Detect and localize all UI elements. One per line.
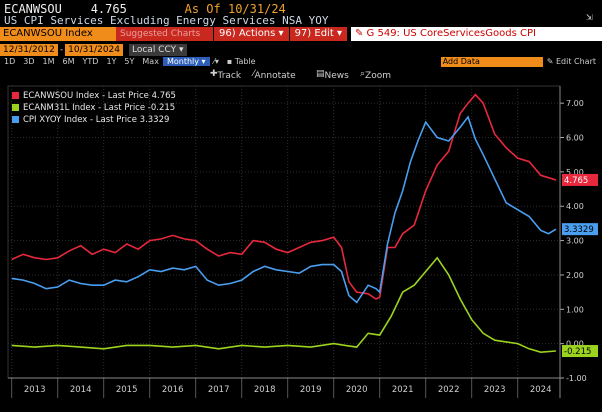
last-value-text: 3.3329 xyxy=(564,225,594,235)
last-value-tags: 4.765 -0.215 3.3329 xyxy=(562,173,598,358)
period-1m[interactable]: 1M xyxy=(42,57,55,66)
suggested-charts-button[interactable]: Suggested Charts xyxy=(116,27,213,41)
currency-select[interactable]: Local CCY ▾ xyxy=(129,43,187,56)
series-line xyxy=(11,256,556,354)
legend-label: ECANWSOU Index - Last Price 4.765 xyxy=(23,91,176,101)
table-label: Table xyxy=(234,57,256,66)
x-tick-label: 2017 xyxy=(208,385,230,395)
chart-title-bar[interactable]: ✎ G 549: US CoreServicesGoods CPI xyxy=(350,27,602,41)
legend-label: CPI XYOY Index - Last Price 3.3329 xyxy=(23,115,169,125)
edit-chart-button[interactable]: ✎ Edit Chart xyxy=(546,57,596,66)
edit-menu[interactable]: 97) Edit ▾ xyxy=(288,27,347,41)
last-value-tag xyxy=(562,173,598,186)
period-6m[interactable]: 6M xyxy=(62,57,75,66)
edit-key: 97) xyxy=(294,28,312,39)
period-max[interactable]: Max xyxy=(142,57,159,66)
legend-swatch xyxy=(12,104,19,111)
period-3d[interactable]: 3D xyxy=(23,57,35,66)
date-range-bar: 12/31/2012 - 10/31/2024 Local CCY ▾ xyxy=(0,43,602,56)
edit-chart-label: Edit Chart xyxy=(555,57,596,66)
actions-menu[interactable]: 96) Actions ▾ xyxy=(213,27,289,41)
plot-area xyxy=(7,85,561,379)
x-tick-label: 2020 xyxy=(346,385,368,395)
last-price: 4.765 xyxy=(90,2,127,16)
export-icon[interactable]: ⇲ xyxy=(586,10,593,23)
start-date-field[interactable]: 12/31/2012 xyxy=(0,43,58,56)
series-line xyxy=(11,93,557,300)
x-tick-label: 2021 xyxy=(392,385,414,395)
range-separator: - xyxy=(59,44,64,55)
chart-grid xyxy=(7,85,561,379)
frequency-select[interactable]: Monthly ▾ xyxy=(162,57,210,66)
security-field[interactable]: ECANWSOU Index xyxy=(0,27,116,41)
y-tick-label: -1.00 xyxy=(566,374,587,383)
actions-label: Actions xyxy=(238,28,276,39)
x-tick-label: 2013 xyxy=(24,385,46,395)
chart-lines xyxy=(11,93,557,354)
period-bar: 1D 3D 1M 6M YTD 1Y 5Y Max Monthly ▾ ⁄▾ ▪… xyxy=(0,56,602,67)
chart-title: G 549: US CoreServicesGoods CPI xyxy=(366,28,536,39)
legend-label: ECANM31L Index - Last Price -0.215 xyxy=(23,103,175,113)
table-button[interactable]: ▪ Table xyxy=(226,57,256,66)
y-tick-label: 3.00 xyxy=(566,237,584,246)
line-style-icon[interactable]: ⁄▾ xyxy=(213,57,219,66)
x-tick-label: 2024 xyxy=(530,385,552,395)
x-tick-label: 2023 xyxy=(484,385,506,395)
actions-key: 96) xyxy=(219,28,236,39)
y-tick-label: 4.00 xyxy=(566,202,584,211)
annotate-label: Annotate xyxy=(254,71,296,81)
last-value-tag xyxy=(562,223,598,236)
legend-swatch xyxy=(12,92,19,99)
period-ytd[interactable]: YTD xyxy=(82,57,99,66)
y-tick-label: 0.00 xyxy=(566,340,584,349)
header-line: ECANWSOU 4.765 As Of 10/31/24 xyxy=(4,2,286,16)
legend-swatch xyxy=(12,116,19,123)
y-tick-label: 6.00 xyxy=(566,134,584,143)
y-tick-label: 2.00 xyxy=(566,271,584,280)
command-bar: ECANWSOU Index Suggested Charts 96) Acti… xyxy=(0,27,602,41)
add-data-field[interactable]: Add Data xyxy=(440,56,543,67)
chart-legend: ECANWSOU Index - Last Price 4.765 ECANM31… xyxy=(12,91,176,125)
x-tick-label: 2022 xyxy=(438,385,460,395)
period-1d[interactable]: 1D xyxy=(4,57,16,66)
x-tick-label: 2019 xyxy=(300,385,322,395)
end-date-field[interactable]: 10/31/2024 xyxy=(65,43,123,56)
last-value-text: 4.765 xyxy=(564,176,588,186)
x-tick-label: 2015 xyxy=(116,385,138,395)
edit-label: Edit xyxy=(314,28,334,39)
news-button[interactable]: ▤ News xyxy=(316,69,349,81)
series-description: US CPI Services Excluding Energy Service… xyxy=(4,14,329,27)
zoom-label: Zoom xyxy=(365,71,391,81)
x-axis: 2013 2014 2015 2016 2017 2018 2019 2020 2021 2022… xyxy=(8,377,560,398)
news-label: News xyxy=(324,71,349,81)
currency-label: Local CCY xyxy=(132,44,177,55)
tools-bar: ✚ Track ⁄ Annotate ▤ News ⌕ Zoom xyxy=(0,67,602,81)
period-5y[interactable]: 5Y xyxy=(124,57,135,66)
track-button[interactable]: ✚ Track xyxy=(210,69,242,81)
zoom-button[interactable]: ⌕ Zoom xyxy=(360,69,391,81)
annotate-button[interactable]: ⁄ Annotate xyxy=(253,69,296,81)
y-axis: 7.00 6.00 5.00 4.00 3.00 2.00 1.00 0.00 -1.00 xyxy=(559,86,587,398)
y-tick-label: 7.00 xyxy=(566,99,584,108)
as-of-date: As Of 10/31/24 xyxy=(184,2,286,16)
period-1y[interactable]: 1Y xyxy=(106,57,117,66)
ticker-code: ECANWSOU xyxy=(4,2,62,16)
x-tick-label: 2018 xyxy=(254,385,276,395)
y-tick-label: 5.00 xyxy=(566,168,584,177)
last-value-text: -0.215 xyxy=(564,347,591,357)
last-value-tag xyxy=(562,345,598,358)
frequency-label: Monthly xyxy=(166,57,199,66)
x-tick-label: 2016 xyxy=(162,385,184,395)
series-line xyxy=(11,115,557,304)
y-tick-label: 1.00 xyxy=(566,305,584,314)
x-tick-label: 2014 xyxy=(70,385,92,395)
track-label: Track xyxy=(217,71,242,81)
pencil-icon: ✎ xyxy=(354,28,364,39)
line-chart[interactable]: 7.00 6.00 5.00 4.00 3.00 2.00 1.00 0.00 -1.00 20… xyxy=(0,80,602,412)
